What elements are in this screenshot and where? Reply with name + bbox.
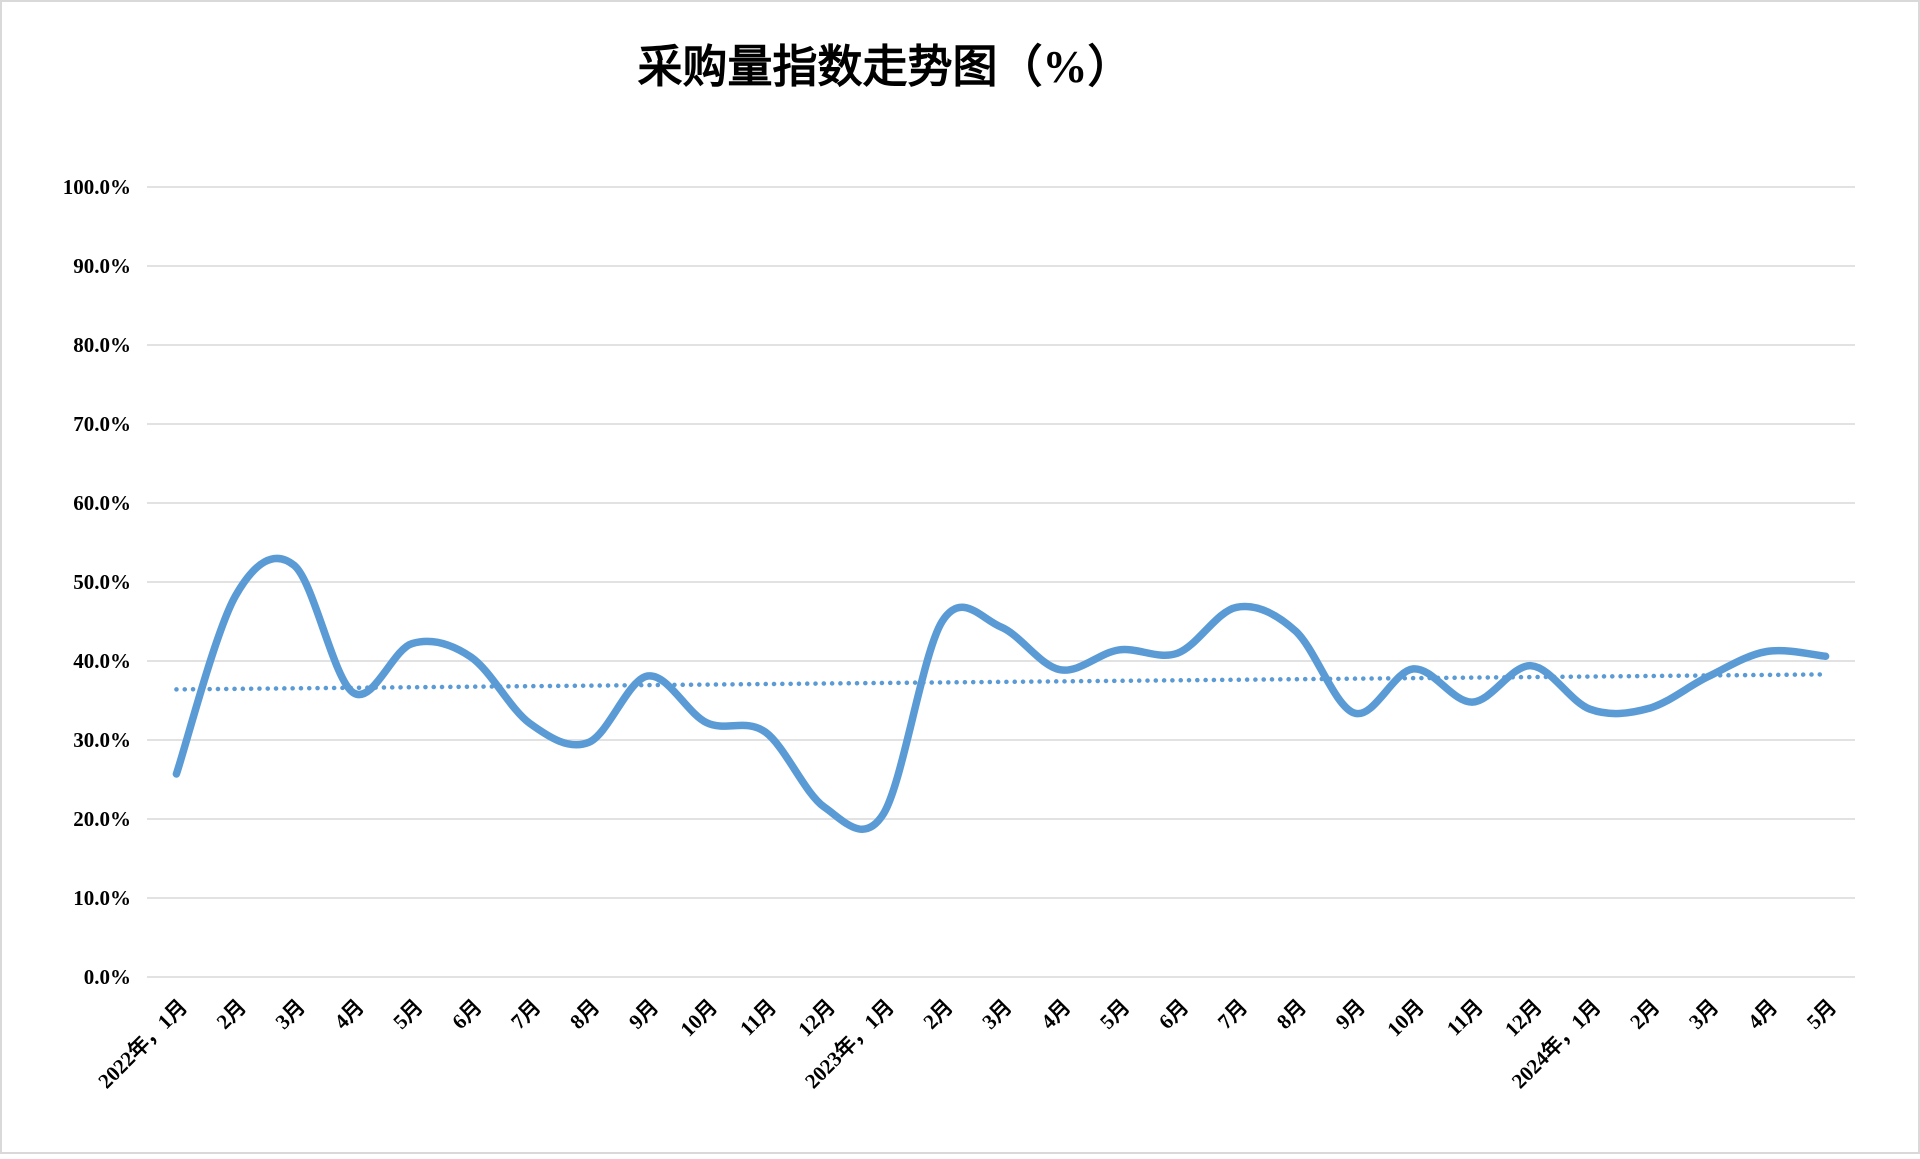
- y-axis-tick-label: 100.0%: [63, 175, 131, 199]
- series-line: [172, 554, 1830, 833]
- trendline-dotted: [174, 672, 1828, 692]
- y-axis-tick-label: 20.0%: [73, 807, 131, 831]
- y-axis-tick-label: 80.0%: [73, 333, 131, 357]
- y-axis-tick-label: 10.0%: [73, 886, 131, 910]
- chart-title: 采购量指数走势图（%）: [637, 42, 1132, 92]
- gridlines: [147, 186, 1855, 978]
- y-axis-tick-label: 90.0%: [73, 254, 131, 278]
- y-axis-tick-label: 70.0%: [73, 412, 131, 436]
- y-axis-tick-label: 50.0%: [73, 570, 131, 594]
- y-axis-labels: 0.0% 10.0% 20.0% 30.0% 40.0% 50.0% 60.0% 70.0% 8…: [63, 175, 131, 989]
- y-axis-tick-label: 40.0%: [73, 649, 131, 673]
- y-axis-tick-label: 30.0%: [73, 728, 131, 752]
- y-axis-tick-label: 60.0%: [73, 491, 131, 515]
- y-axis-tick-label: 0.0%: [84, 965, 131, 989]
